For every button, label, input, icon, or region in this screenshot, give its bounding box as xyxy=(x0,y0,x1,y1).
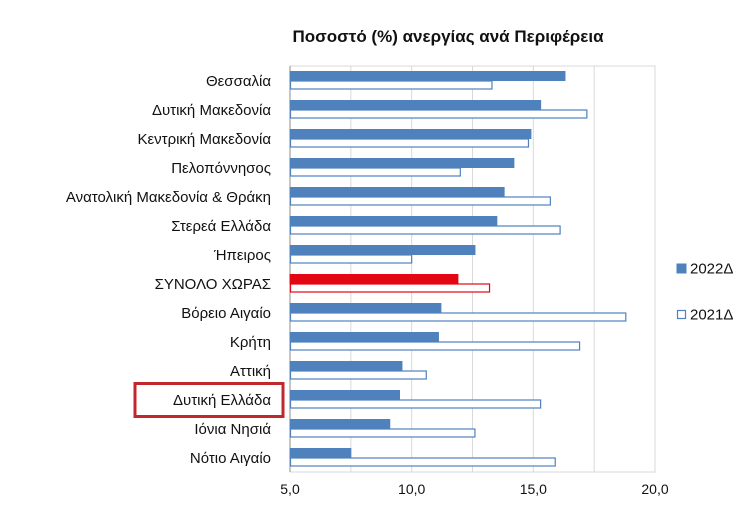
category-label: Νότιο Αιγαίο xyxy=(190,450,271,467)
highlight-box xyxy=(133,382,285,418)
category-label: Βόρειο Αιγαίο xyxy=(181,305,271,322)
category-labels: Θεσσαλία Δυτική Μακεδονία Κεντρική Μακεδον… xyxy=(66,73,271,467)
chart-title: Ποσοστό (%) ανεργίας ανά Περιφέρεια xyxy=(292,27,604,46)
category-label: Δυτική Μακεδονία xyxy=(152,102,271,119)
legend-swatch-2022 xyxy=(676,263,687,274)
bar-2021 xyxy=(289,428,476,438)
bar-2022 xyxy=(289,274,459,284)
x-tick-label: 5,0 xyxy=(280,481,300,497)
bar-2022 xyxy=(289,419,391,429)
bar-2022 xyxy=(289,448,352,458)
bar-2021 xyxy=(289,399,542,409)
x-tick-label: 20,0 xyxy=(641,481,668,497)
x-axis-ticks: 5,0 10,0 15,0 20,0 xyxy=(280,481,669,497)
bar-2021 xyxy=(289,196,551,206)
category-label: Δυτική Ελλάδα xyxy=(173,392,271,409)
bar-2022 xyxy=(289,100,542,110)
category-label: Κρήτη xyxy=(230,334,271,351)
legend-label-2021: 2021Δ xyxy=(690,307,733,324)
category-label: Ήπειρος xyxy=(213,247,271,264)
category-label: Πελοπόννησος xyxy=(171,160,271,177)
bar-2021 xyxy=(289,138,530,148)
legend-label-2022: 2022Δ xyxy=(690,261,733,278)
bars xyxy=(289,71,627,467)
category-label: ΣΥΝΟΛΟ ΧΩΡΑΣ xyxy=(155,276,271,293)
x-tick-label: 15,0 xyxy=(520,481,547,497)
bar-2022 xyxy=(289,129,532,139)
bar-2021 xyxy=(289,109,588,119)
bar-2021 xyxy=(289,370,427,380)
category-label: Ιόνια Νησιά xyxy=(194,421,271,438)
bar-2022 xyxy=(289,216,498,226)
legend-swatch-2021 xyxy=(676,309,687,320)
category-label: Στερεά Ελλάδα xyxy=(171,218,271,235)
bar-2022 xyxy=(289,158,515,168)
bar-2021 xyxy=(289,80,493,90)
bar-2022 xyxy=(289,71,566,81)
category-label: Ανατολική Μακεδονία & Θράκη xyxy=(66,189,271,206)
x-tick-label: 10,0 xyxy=(398,481,425,497)
bar-2022 xyxy=(289,303,442,313)
bar-2022 xyxy=(289,361,403,371)
bar-2021 xyxy=(289,341,581,351)
category-label: Κεντρική Μακεδονία xyxy=(137,131,271,148)
bar-2021 xyxy=(289,283,491,293)
bar-2022 xyxy=(289,390,400,400)
bar-2021 xyxy=(289,167,461,177)
bar-2021 xyxy=(289,225,561,235)
category-label: Θεσσαλία xyxy=(206,73,271,90)
grid-lines xyxy=(289,65,656,473)
legend: 2022Δ 2021Δ xyxy=(676,261,733,324)
bar-2021 xyxy=(289,312,627,322)
bar-2022 xyxy=(289,187,505,197)
bar-2022 xyxy=(289,332,439,342)
bar-2022 xyxy=(289,245,476,255)
bar-2021 xyxy=(289,457,556,467)
bar-2021 xyxy=(289,254,413,264)
category-label: Αττική xyxy=(230,363,271,380)
